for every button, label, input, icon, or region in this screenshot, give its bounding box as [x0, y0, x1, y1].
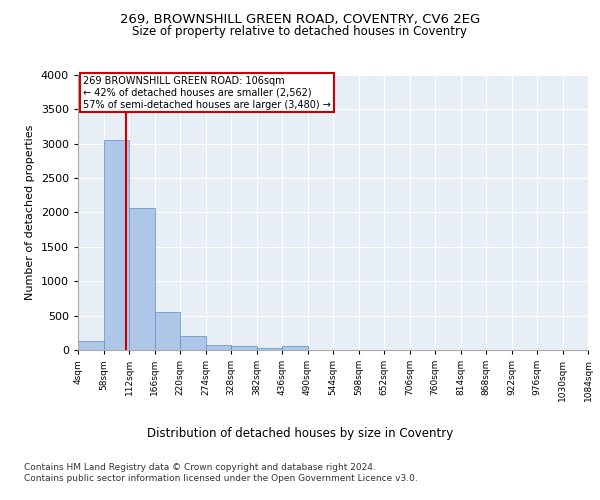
Text: Contains public sector information licensed under the Open Government Licence v3: Contains public sector information licen…	[24, 474, 418, 483]
Bar	[155, 312, 180, 350]
Text: Distribution of detached houses by size in Coventry: Distribution of detached houses by size …	[147, 428, 453, 440]
Text: Contains HM Land Registry data © Crown copyright and database right 2024.: Contains HM Land Registry data © Crown c…	[24, 462, 376, 471]
Bar	[78, 341, 104, 350]
Text: Size of property relative to detached houses in Coventry: Size of property relative to detached ho…	[133, 25, 467, 38]
Bar	[231, 346, 257, 350]
Bar	[180, 336, 205, 350]
Text: 269 BROWNSHILL GREEN ROAD: 106sqm
← 42% of detached houses are smaller (2,562)
5: 269 BROWNSHILL GREEN ROAD: 106sqm ← 42% …	[83, 76, 331, 110]
Bar	[282, 346, 308, 350]
Bar	[206, 345, 231, 350]
Text: 269, BROWNSHILL GREEN ROAD, COVENTRY, CV6 2EG: 269, BROWNSHILL GREEN ROAD, COVENTRY, CV…	[120, 12, 480, 26]
Bar	[104, 140, 129, 350]
Y-axis label: Number of detached properties: Number of detached properties	[25, 125, 35, 300]
Bar	[129, 208, 155, 350]
Bar	[257, 348, 282, 350]
